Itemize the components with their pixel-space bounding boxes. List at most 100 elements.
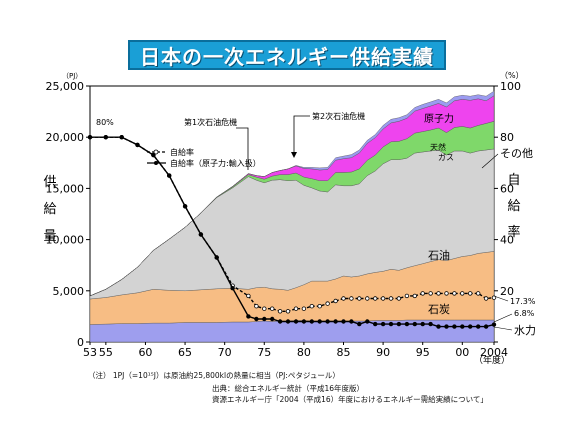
- label-oil: 石油: [428, 248, 450, 262]
- right-tick-label: 20: [500, 285, 514, 298]
- self-sufficiency-excl-nuclear-point: [262, 316, 267, 322]
- x-tick-label: 53: [83, 346, 97, 359]
- left-tick-label: 20,000: [46, 131, 85, 144]
- annotation-17pct: 17.3%: [510, 297, 536, 306]
- self-sufficiency-point: [420, 291, 425, 296]
- self-sufficiency-excl-nuclear-point: [476, 324, 481, 329]
- oil-crisis-2-leader: [293, 115, 310, 156]
- self-sufficiency-excl-nuclear-point: [483, 324, 489, 329]
- self-sufficiency-excl-nuclear-point: [270, 316, 275, 322]
- self-sufficiency-excl-nuclear-point: [357, 321, 362, 327]
- x-tick-label: 60: [138, 346, 152, 359]
- self-sufficiency-excl-nuclear-point: [396, 321, 402, 327]
- annotation-6-8pct-leader: [493, 313, 513, 323]
- self-sufficiency-point: [341, 296, 346, 301]
- self-sufficiency-excl-nuclear-point: [341, 319, 346, 324]
- self-sufficiency-point: [301, 306, 307, 311]
- right-axis-label-char: 給: [507, 199, 520, 214]
- x-tick-label: 95: [416, 346, 430, 359]
- self-sufficiency-excl-nuclear-point: [293, 319, 299, 324]
- annotation-oil-crisis-1: 第1次石油危機: [184, 117, 237, 127]
- self-sufficiency-point: [380, 296, 386, 301]
- self-sufficiency-excl-nuclear-point: [491, 322, 497, 327]
- left-tick-label: 25,000: [46, 80, 85, 93]
- self-sufficiency-point: [444, 291, 449, 296]
- self-sufficiency-point: [468, 291, 473, 296]
- left-tick-label: 0: [77, 336, 84, 349]
- self-sufficiency-point: [285, 309, 291, 314]
- self-sufficiency-point: [333, 298, 338, 304]
- x-tick-label: 70: [218, 346, 232, 359]
- label-hydro-leader: [493, 326, 513, 331]
- annotation-80pct: 80%: [96, 118, 114, 127]
- self-sufficiency-excl-nuclear-point: [103, 134, 108, 140]
- self-sufficiency-excl-nuclear-point: [380, 321, 386, 327]
- self-sufficiency-excl-nuclear-point: [373, 321, 378, 327]
- left-tick-label: 5,000: [53, 285, 85, 298]
- legend-label-1: 自給率: [170, 147, 194, 157]
- source-label: 出典：総合エネルギー統計（平成16年度版）: [212, 384, 365, 393]
- x-tick-label: 65: [178, 346, 192, 359]
- label-other-leader: [481, 153, 499, 169]
- x-tick-label: 85: [336, 346, 350, 359]
- self-sufficiency-point: [317, 304, 322, 309]
- self-sufficiency-excl-nuclear-point: [135, 142, 140, 148]
- chart-title: 日本の一次エネルギー供給実績: [140, 44, 434, 69]
- self-sufficiency-point: [404, 293, 410, 299]
- self-sufficiency-point: [476, 291, 481, 296]
- label-hydro: 水力: [514, 324, 536, 337]
- self-sufficiency-point: [246, 293, 251, 299]
- x-tick-label: 2004: [480, 346, 508, 359]
- label-gas-1: 天然: [430, 142, 446, 152]
- self-sufficiency-excl-nuclear-point: [436, 324, 441, 329]
- left-axis-label-char: 量: [43, 229, 56, 244]
- self-sufficiency-excl-nuclear-point: [452, 324, 457, 329]
- self-sufficiency-excl-nuclear-point: [404, 321, 410, 327]
- x-axis-unit: （年度）: [474, 354, 510, 366]
- self-sufficiency-point: [325, 301, 330, 306]
- right-tick-label: 80: [500, 131, 514, 144]
- oil-crisis-1-leader: [236, 127, 249, 170]
- self-sufficiency-point: [396, 296, 402, 301]
- self-sufficiency-point: [428, 291, 433, 296]
- self-sufficiency-point: [373, 296, 378, 301]
- self-sufficiency-excl-nuclear-point: [349, 319, 354, 324]
- self-sufficiency-point: [412, 293, 417, 299]
- right-axis-label-char: 率: [507, 224, 520, 240]
- source-line-2: 資源エネルギー庁「2004（平成16）年度におけるエネルギー需給実績について」: [212, 395, 488, 404]
- self-sufficiency-point: [388, 296, 394, 301]
- self-sufficiency-excl-nuclear-point: [317, 319, 322, 324]
- self-sufficiency-excl-nuclear-point: [444, 324, 449, 329]
- x-tick-label: 90: [376, 346, 390, 359]
- self-sufficiency-point: [357, 296, 362, 301]
- self-sufficiency-point: [262, 306, 267, 311]
- self-sufficiency-point: [452, 291, 457, 296]
- annotation-17pct-leader: [493, 295, 509, 302]
- left-axis-label-char: 供: [43, 175, 56, 190]
- self-sufficiency-point: [277, 309, 283, 314]
- right-axis-label-char: 自: [507, 173, 520, 188]
- self-sufficiency-excl-nuclear-point: [388, 321, 394, 327]
- annotation-oil-crisis-2: 第2次石油危機: [312, 111, 365, 121]
- left-tick-label: 15,000: [46, 182, 85, 195]
- right-tick-label: 40: [500, 234, 514, 247]
- self-sufficiency-excl-nuclear-point: [428, 321, 433, 327]
- self-sufficiency-point: [483, 296, 489, 301]
- label-other: その他: [500, 147, 533, 160]
- right-axis-unit: （%）: [500, 71, 524, 80]
- self-sufficiency-excl-nuclear-point: [166, 173, 172, 178]
- area-5: [89, 90, 495, 297]
- self-sufficiency-excl-nuclear-point: [182, 204, 188, 209]
- self-sufficiency-excl-nuclear-point: [254, 316, 259, 322]
- legend-label-2: 自給率（原子力:輸入扱）: [170, 158, 261, 168]
- left-axis-label-char: 給: [43, 202, 56, 217]
- self-sufficiency-point: [254, 304, 259, 309]
- self-sufficiency-point: [365, 296, 370, 301]
- right-tick-label: 60: [500, 182, 514, 195]
- self-sufficiency-excl-nuclear-point: [285, 319, 291, 324]
- self-sufficiency-excl-nuclear-point: [325, 319, 330, 324]
- self-sufficiency-excl-nuclear-point: [412, 321, 417, 327]
- self-sufficiency-excl-nuclear-point: [230, 286, 235, 291]
- self-sufficiency-point: [460, 291, 465, 296]
